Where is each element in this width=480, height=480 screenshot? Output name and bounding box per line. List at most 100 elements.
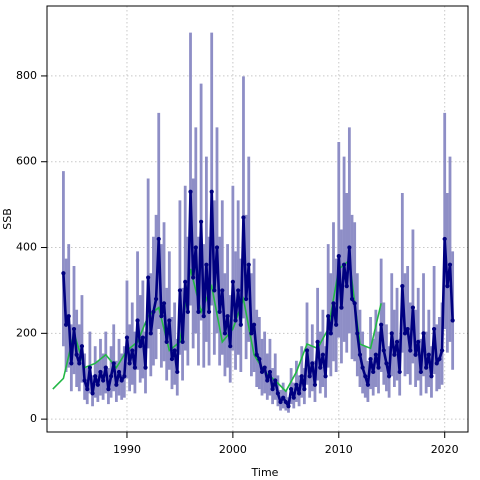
ssb-point <box>310 361 315 366</box>
ssb-point <box>312 382 318 387</box>
ssb-point <box>201 314 206 319</box>
ssb-point <box>119 378 124 383</box>
ssb-point <box>244 296 249 302</box>
ssb-point <box>371 369 376 375</box>
ssb-point <box>265 378 270 383</box>
ssb-point <box>79 344 85 349</box>
ssb-point <box>289 386 294 392</box>
ssb-point <box>267 369 273 375</box>
ssb-point <box>196 309 201 314</box>
ssb-point <box>225 314 230 319</box>
ssb-point <box>217 309 222 314</box>
ssb-point <box>254 352 259 357</box>
ssb-point <box>262 365 267 370</box>
ssb-point <box>183 279 188 284</box>
ssb-point <box>220 288 225 293</box>
ssb-point <box>320 352 326 357</box>
x-tick-label: 1990 <box>113 443 141 456</box>
ssb-point <box>169 356 175 362</box>
ssb-point <box>349 296 355 302</box>
ssb-point <box>389 331 394 336</box>
ssb-point <box>447 262 453 267</box>
ssb-point <box>286 404 291 409</box>
ssb-point <box>434 361 439 366</box>
y-tick-label: 200 <box>16 326 37 339</box>
ssb-point <box>63 322 69 327</box>
ssb-point <box>400 284 405 289</box>
ssb-point <box>153 296 159 302</box>
ssb-point <box>413 352 418 357</box>
plot-frame <box>46 5 469 433</box>
ssb-point <box>257 356 262 362</box>
ssb-point <box>66 314 71 319</box>
ssb-point <box>228 344 233 349</box>
ssb-point <box>392 352 397 357</box>
ssb-point <box>135 318 140 323</box>
ssb-point <box>204 262 209 267</box>
ssb-point <box>148 331 153 336</box>
ssb-point <box>85 386 90 392</box>
ssb-point <box>69 361 74 366</box>
ssb-point <box>376 365 381 370</box>
ssb-point <box>418 369 423 375</box>
ssb-point <box>405 326 410 332</box>
ssb-point <box>394 339 400 345</box>
ssb-point <box>146 275 151 280</box>
ssb-point <box>108 374 114 379</box>
ssb-point <box>175 369 180 375</box>
ssb-point <box>365 382 371 387</box>
ssb-point <box>326 314 331 319</box>
ssb-point <box>124 335 130 340</box>
ssb-point <box>156 236 161 242</box>
ssb-point <box>445 284 450 289</box>
ssb-point <box>122 374 127 379</box>
x-tick-label: 2010 <box>325 443 353 456</box>
ssb-point <box>259 369 265 375</box>
ssb-point <box>363 374 368 379</box>
ssb-point <box>246 262 251 267</box>
ssb-point <box>90 391 95 396</box>
ssb-point <box>98 369 103 375</box>
y-tick-label: 600 <box>16 155 37 168</box>
ssb-point <box>339 305 344 310</box>
ssb-point <box>323 374 328 379</box>
ssb-point <box>432 326 437 332</box>
ssb-point <box>352 301 357 306</box>
ssb-point <box>397 369 402 375</box>
ssb-point <box>296 391 302 396</box>
ssb-point <box>315 339 320 345</box>
ssb-point <box>230 279 235 284</box>
ssb-point <box>180 339 185 345</box>
ssb-point <box>281 395 286 400</box>
ssb-point <box>386 374 392 379</box>
ssb-line <box>62 190 454 408</box>
y-tick-label: 800 <box>16 69 37 82</box>
ssb-point <box>177 288 183 293</box>
ssb-point <box>95 382 100 387</box>
ssb-point <box>429 374 434 379</box>
ssb-point <box>347 245 352 250</box>
ssb-point <box>71 326 77 332</box>
ssb-point <box>159 314 164 319</box>
ssb-point <box>402 331 408 336</box>
ssb-point <box>101 378 106 383</box>
ssb-point <box>138 344 143 349</box>
ssb-point <box>357 352 363 357</box>
ssb-point <box>291 395 296 400</box>
ssb-point <box>238 322 243 327</box>
ssb-point <box>106 386 111 392</box>
ssb-point <box>439 348 445 353</box>
ssb-point <box>77 361 82 366</box>
ssb-point <box>368 356 373 362</box>
ssb-point <box>450 318 455 323</box>
ssb-point <box>384 361 389 366</box>
ssb-point <box>302 386 307 392</box>
ssb-point <box>360 365 365 370</box>
ssb-point <box>381 348 386 353</box>
ssb-point <box>334 322 339 327</box>
ssb-point <box>143 365 148 370</box>
ssb-point <box>164 339 169 345</box>
ssb-point <box>304 348 310 353</box>
ssb-point <box>61 271 66 276</box>
